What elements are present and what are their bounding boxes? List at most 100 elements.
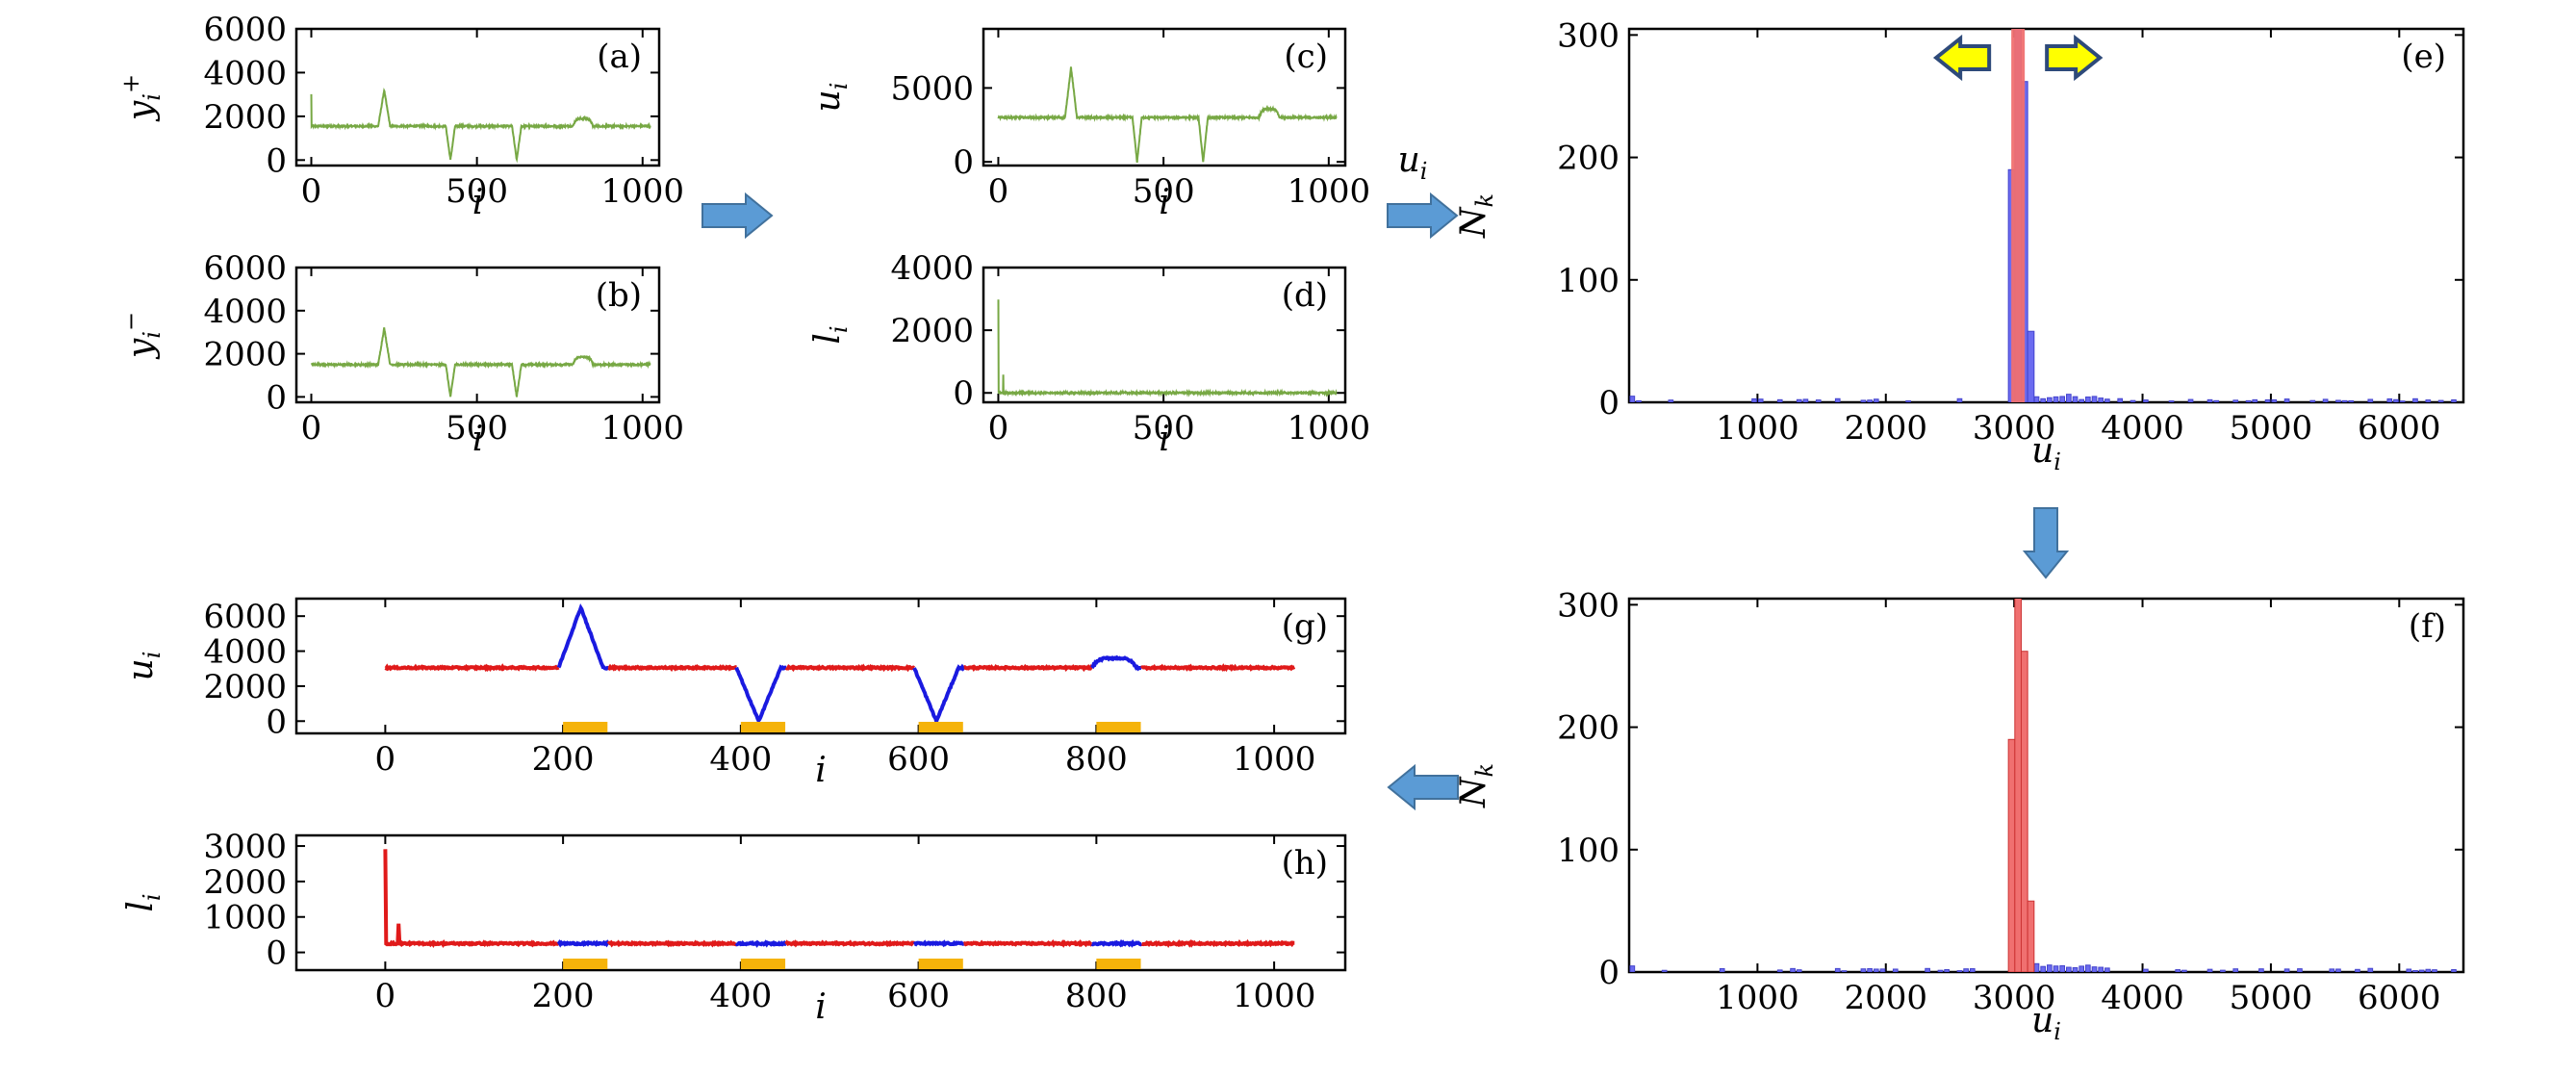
histogram-bar [2053,396,2059,402]
histogram-bar [2220,969,2226,972]
x-axis-label: i [815,751,827,790]
histogram-bar [2283,398,2290,402]
x-tick-label: 1000 [1233,977,1316,1015]
histogram-bar [2143,968,2149,972]
x-tick-label: 800 [1065,977,1128,1015]
y-tick-label: 2000 [890,312,974,350]
y-tick-label: 2000 [203,336,287,374]
arrow-left-icon [1932,34,1992,82]
y-tick-label: 0 [266,703,287,741]
panel-a: 0 500 1000 0 2000 4000 6000 (a) i yi+ [117,11,684,222]
y-axis-label: yi− [117,312,166,360]
arrow-right-icon [2045,34,2104,82]
histogram-bar [2451,968,2457,972]
x-tick-label: 500 [446,172,508,211]
data-line [310,327,651,397]
histogram-bar [2425,399,2432,402]
histogram-bar [2329,968,2335,972]
histogram-bar [2418,969,2425,972]
x-tick-label: 6000 [2358,409,2441,448]
histogram-bar [2033,396,2040,402]
normal-segment [384,663,560,673]
histogram-bar [2252,398,2258,402]
panel-c: 0 500 1000 0 5000 (c) i ui [808,27,1370,222]
y-tick-label: 300 [1557,586,1620,625]
abnormal-segment [556,938,610,948]
histogram-bar [1892,968,1899,972]
histogram-bar [1860,968,1867,972]
y-tick-label: 0 [1598,384,1620,423]
x-tick-label: 0 [988,409,1009,448]
histogram-bar [1796,398,1802,402]
histogram-bar [2027,900,2035,972]
interval-marker [1096,722,1141,732]
histogram-bar [2367,398,2374,402]
y-axis-label: Nk [1454,763,1498,808]
histogram-bar [2335,399,2341,402]
histogram-bar [2007,738,2016,972]
y-axis-label: li [808,325,853,344]
histogram-bar [1956,970,1963,972]
histogram-bar [2206,398,2213,402]
x-axis-label: ui [2031,431,2061,475]
abnormal-segment [1090,654,1143,672]
x-tick-label: 6000 [2358,979,2441,1017]
x-tick-label: 500 [1133,409,1195,448]
histogram-bar [1636,399,1642,402]
histogram-bar [1834,967,1841,972]
histogram-bar [2085,397,2091,402]
y-tick-label: 5000 [890,69,974,108]
histogram-bar [2258,968,2264,972]
y-tick-label: 0 [266,935,287,973]
x-tick-label: 400 [709,977,772,1015]
y-tick-label: 4000 [890,249,974,288]
flow-arrow-left-icon [1387,763,1459,811]
histogram-bar [1873,398,1879,402]
x-axis-label: i [472,420,484,459]
histogram-bar [1956,397,1963,402]
histogram-bar [2437,399,2444,402]
panel-d: 0 500 1000 0 2000 4000 (d) i li [808,249,1370,459]
histogram-bar [2059,964,2066,972]
interval-marker [918,959,963,969]
panel-label: (f) [2409,607,2446,646]
histogram-bar [1751,397,1757,402]
flow-arrow-right-icon [701,192,774,240]
histogram-bar [2059,396,2066,402]
y-tick-label: 6000 [203,598,287,636]
histogram-bar [2399,400,2406,402]
flow-arrow-down-icon [2022,507,2070,579]
y-tick-label: 300 [1557,16,1620,55]
histogram-bar [1790,967,1796,972]
histogram-bar [2432,969,2437,972]
panel-e: 1000 2000 3000 4000 5000 6000 0 100 200 300 (e) ui N… [1454,16,2465,475]
plot-frame [294,833,1347,972]
histogram-bar [2053,965,2059,972]
panel-label: (a) [597,38,642,76]
abnormal-segment [734,664,787,725]
x-tick-label: 0 [301,172,322,211]
interval-marker [740,959,786,969]
y-tick-label: 0 [953,374,974,413]
plot-frame [294,597,1347,735]
histogram-bar [1841,970,1848,972]
histogram-bar [2232,399,2239,402]
histogram-bar [2335,968,2341,972]
x-tick-label: 2000 [1845,979,1928,1017]
x-tick-label: 200 [532,977,595,1015]
histogram-bar [2040,965,2047,972]
panel-label: (g) [1282,607,1328,646]
y-tick-label: 0 [266,378,287,417]
histogram-bar [1668,399,1674,402]
histogram-bar [1629,965,1636,972]
y-tick-label: 0 [1598,954,1620,992]
histogram-bar [2027,330,2035,402]
abnormal-segment [556,602,609,671]
histogram-bar [2143,399,2149,402]
panel-label: (e) [2401,38,2446,76]
abnormal-segment [734,939,787,948]
abnormal-segment [1090,938,1143,948]
